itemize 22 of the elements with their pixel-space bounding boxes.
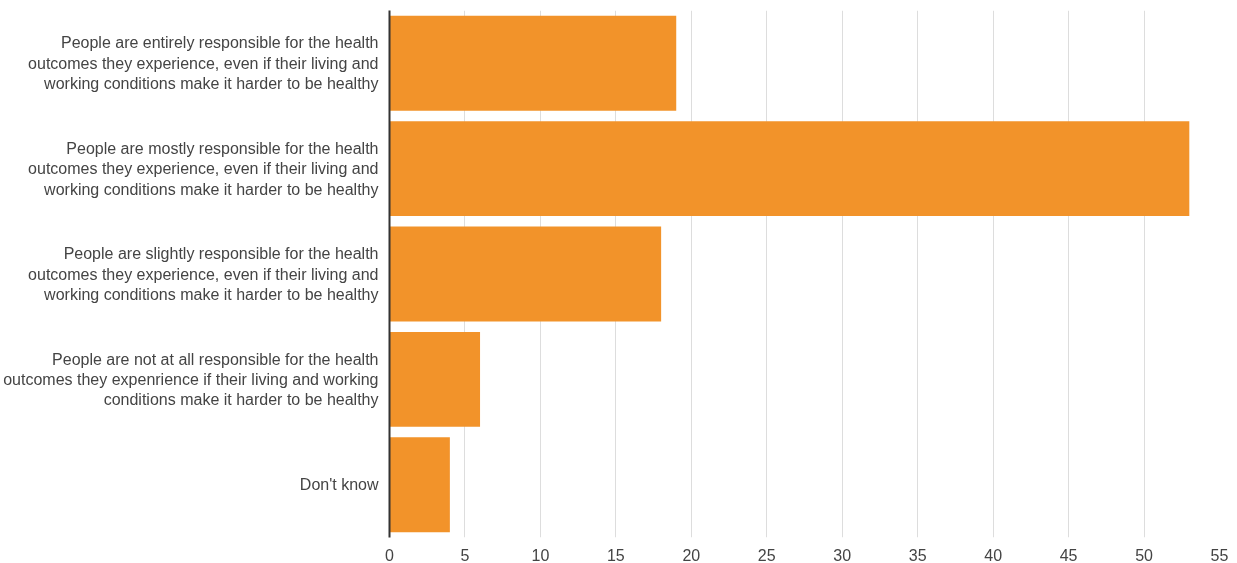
bar [389,121,1190,217]
y-tick-label: People are slightly responsible for the health outcomes they experience, even if their living and working conditions make it harder to be healthy [28,245,379,303]
x-tick-label: 30 [833,546,852,563]
y-tick-label: People are mostly responsible for the health outcomes they experience, even if their living and working conditions make it harder to be healthy [28,139,379,198]
bar [389,15,677,111]
x-tick-label: 15 [606,546,625,563]
y-tick-label: People are entirely responsible for the health outcomes they experience, even if their living and working conditions make it harder to be healthy [28,34,379,93]
x-tick-label: 5 [460,546,470,563]
bar [389,226,662,322]
x-tick-label: 10 [531,546,550,563]
x-tick-label: 50 [1135,546,1154,563]
x-tick-label: 45 [1059,546,1078,563]
bar [389,437,450,533]
x-tick-label: 25 [757,546,776,563]
x-tick-label: 20 [682,546,701,563]
x-tick-label: 40 [984,546,1003,563]
x-tick-label: 55 [1210,546,1229,563]
y-tick-label: People are not at all responsible for the health outcomes they expenrience if their living and working conditions make it harder to be healthy [3,350,379,409]
x-tick-label: 35 [908,546,927,563]
y-tick-label: Don't know [299,476,379,494]
bar [389,331,481,427]
x-tick-label: 0 [385,546,395,563]
